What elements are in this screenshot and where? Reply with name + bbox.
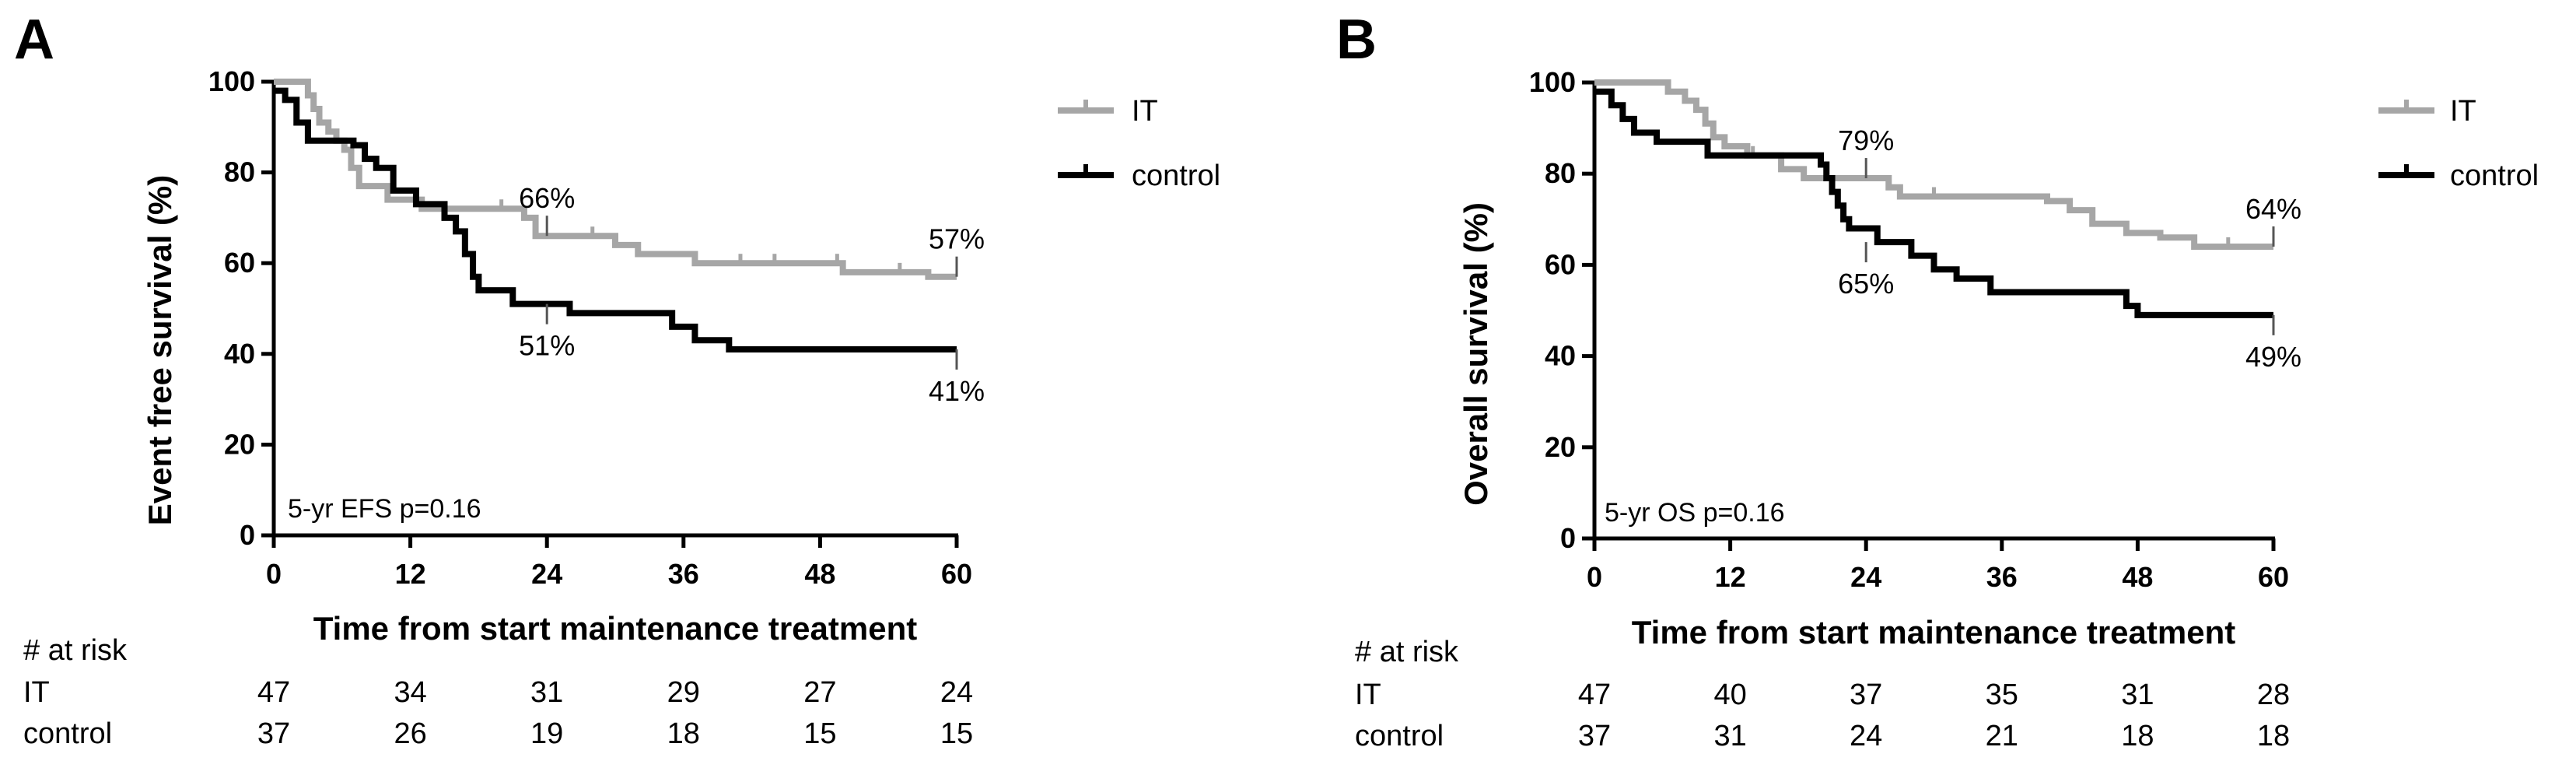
y-tick-label: 0	[1560, 522, 1576, 554]
y-tick-label: 80	[224, 156, 255, 188]
y-tick-label: 20	[224, 428, 255, 460]
risk-value: 31	[2121, 679, 2154, 711]
legend-label-it: IT	[1132, 95, 1158, 128]
risk-value: 31	[530, 676, 563, 709]
risk-value: 29	[667, 676, 700, 709]
y-axis-title: Overall survival (%)	[1458, 202, 1494, 506]
legend: IT control	[1058, 95, 1220, 192]
risk-value: 15	[940, 717, 973, 750]
legend-label-control: control	[2450, 160, 2539, 192]
risk-value: 19	[530, 717, 563, 750]
risk-value: 37	[1578, 720, 1611, 752]
risk-table: # at risk IT control	[1355, 636, 1459, 752]
x-tick-label: 48	[2122, 561, 2153, 593]
risk-value: 18	[2257, 720, 2290, 752]
panel-letter-a: A	[14, 9, 54, 71]
y-tick-label: 60	[224, 247, 255, 279]
risk-value: 34	[394, 676, 426, 709]
x-axis-title: Time from start maintenance treatment	[1632, 614, 2235, 651]
p-value-label: 5-yr EFS p=0.16	[288, 494, 481, 524]
x-tick-label: 24	[531, 558, 562, 590]
x-tick-label: 60	[2258, 561, 2289, 593]
risk-value: 21	[1986, 720, 2018, 752]
y-tick-label: 100	[1529, 66, 1576, 98]
y-tick-label: 20	[1545, 431, 1576, 463]
risk-row-label-control: control	[23, 717, 112, 750]
survival-curve-it	[1594, 79, 2273, 250]
x-tick-label: 36	[668, 558, 699, 590]
risk-value: 40	[1713, 679, 1746, 711]
x-tick-label: 12	[1715, 561, 1746, 593]
y-tick-label: 100	[208, 65, 255, 97]
survival-curve-control	[274, 87, 957, 352]
y-tick-label: 80	[1545, 157, 1576, 189]
risk-value: 47	[1578, 679, 1611, 711]
survival-curve-it	[274, 79, 957, 280]
risk-value: 27	[803, 676, 836, 709]
annotation-label: 64%	[2245, 193, 2301, 225]
risk-value: 15	[803, 717, 836, 750]
risk-value: 24	[1850, 720, 1882, 752]
annotation-label: 51%	[519, 330, 575, 362]
survival-curve-control	[1594, 88, 2273, 318]
panel-a: A Event free survival (%) Time from star…	[14, 9, 1220, 750]
x-tick-label: 0	[266, 558, 282, 590]
panel-letter-b: B	[1336, 9, 1377, 71]
y-tick-label: 0	[240, 519, 255, 551]
risk-value: 28	[2257, 679, 2290, 711]
risk-value: 24	[940, 676, 973, 709]
x-tick-label: 24	[1850, 561, 1881, 593]
legend: IT control	[2378, 95, 2539, 192]
annotation-label: 57%	[929, 223, 985, 255]
risk-value: 37	[1850, 679, 1882, 711]
risk-table-title: # at risk	[23, 634, 128, 667]
x-tick-label: 0	[1587, 561, 1602, 593]
legend-label-it: IT	[2450, 95, 2476, 128]
risk-value: 26	[394, 717, 426, 750]
y-tick-label: 40	[224, 338, 255, 370]
annotation-label: 49%	[2245, 341, 2301, 373]
risk-row-label-control: control	[1355, 720, 1444, 752]
x-tick-label: 12	[395, 558, 426, 590]
risk-row-label-it: IT	[1355, 679, 1381, 711]
x-tick-label: 36	[1986, 561, 2018, 593]
x-tick-label: 48	[804, 558, 835, 590]
y-tick-label: 40	[1545, 340, 1576, 372]
y-axis-title: Event free survival (%)	[142, 175, 178, 526]
annotation-label: 66%	[519, 182, 575, 214]
y-tick-label: 60	[1545, 248, 1576, 280]
risk-value: 35	[1986, 679, 2018, 711]
risk-table: # at risk IT control	[23, 634, 128, 750]
legend-label-control: control	[1132, 160, 1220, 192]
panel-b: B Overall survival (%) Time from start m…	[1336, 9, 2539, 752]
x-tick-label: 60	[941, 558, 972, 590]
risk-value: 31	[1713, 720, 1746, 752]
risk-value: 37	[257, 717, 290, 750]
p-value-label: 5-yr OS p=0.16	[1605, 498, 1785, 528]
risk-value: 18	[667, 717, 700, 750]
annotation-label: 41%	[929, 375, 985, 407]
risk-table-title: # at risk	[1355, 636, 1459, 668]
risk-value: 18	[2121, 720, 2154, 752]
annotation-label: 65%	[1838, 268, 1894, 300]
x-axis-title: Time from start maintenance treatment	[313, 610, 917, 647]
risk-row-label-it: IT	[23, 676, 50, 709]
annotation-label: 79%	[1838, 124, 1894, 156]
risk-value: 47	[257, 676, 290, 709]
